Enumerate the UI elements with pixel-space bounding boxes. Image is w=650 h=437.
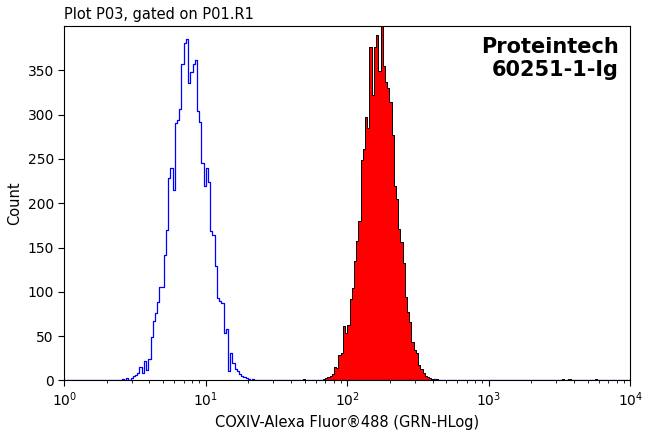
- X-axis label: COXIV-Alexa Fluor®488 (GRN-HLog): COXIV-Alexa Fluor®488 (GRN-HLog): [215, 415, 480, 430]
- Y-axis label: Count: Count: [7, 181, 22, 225]
- Text: Plot P03, gated on P01.R1: Plot P03, gated on P01.R1: [64, 7, 254, 22]
- Text: Proteintech
60251-1-Ig: Proteintech 60251-1-Ig: [481, 37, 619, 80]
